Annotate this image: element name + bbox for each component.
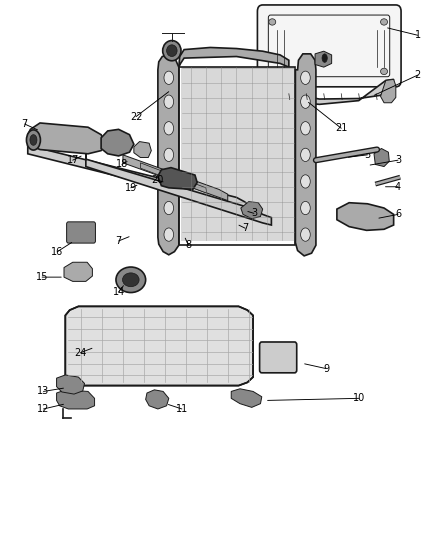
FancyBboxPatch shape: [260, 342, 297, 373]
FancyBboxPatch shape: [67, 222, 95, 243]
Polygon shape: [295, 54, 316, 256]
Polygon shape: [180, 67, 295, 241]
Text: 24: 24: [74, 348, 87, 358]
Polygon shape: [381, 79, 396, 103]
Ellipse shape: [164, 71, 173, 84]
Text: 20: 20: [151, 175, 163, 185]
Polygon shape: [134, 142, 151, 158]
Ellipse shape: [162, 41, 181, 61]
Text: 11: 11: [176, 404, 188, 414]
Text: 19: 19: [125, 183, 137, 193]
Ellipse shape: [381, 19, 388, 25]
Polygon shape: [57, 390, 95, 409]
Polygon shape: [158, 55, 179, 255]
Text: 7: 7: [21, 119, 28, 129]
Polygon shape: [146, 390, 169, 409]
Polygon shape: [241, 201, 263, 219]
Text: 12: 12: [37, 404, 49, 414]
Text: 10: 10: [353, 393, 365, 403]
Polygon shape: [28, 135, 250, 209]
Text: 16: 16: [51, 247, 64, 256]
Text: 14: 14: [113, 287, 125, 297]
Text: 22: 22: [130, 111, 142, 122]
Ellipse shape: [166, 45, 177, 56]
Ellipse shape: [300, 175, 310, 188]
Ellipse shape: [26, 130, 40, 150]
Polygon shape: [101, 130, 134, 156]
Ellipse shape: [300, 71, 310, 84]
Ellipse shape: [123, 273, 139, 287]
Ellipse shape: [164, 95, 173, 108]
Text: 9: 9: [323, 364, 329, 374]
Text: 3: 3: [251, 208, 257, 219]
Polygon shape: [141, 163, 207, 193]
Ellipse shape: [381, 68, 388, 75]
Text: 18: 18: [116, 159, 128, 169]
Ellipse shape: [269, 68, 276, 75]
FancyBboxPatch shape: [258, 5, 401, 87]
Polygon shape: [315, 51, 332, 67]
Text: 2: 2: [414, 70, 421, 80]
Polygon shape: [263, 79, 394, 104]
Polygon shape: [256, 80, 278, 108]
Ellipse shape: [116, 267, 146, 293]
Text: 13: 13: [37, 386, 49, 397]
Ellipse shape: [164, 228, 173, 241]
Ellipse shape: [300, 122, 310, 135]
Polygon shape: [64, 262, 92, 281]
Text: 5: 5: [364, 150, 371, 160]
Text: 21: 21: [335, 123, 347, 133]
Text: 7: 7: [242, 223, 248, 233]
Polygon shape: [65, 306, 253, 385]
Polygon shape: [231, 389, 262, 407]
Ellipse shape: [300, 148, 310, 161]
Polygon shape: [28, 123, 106, 154]
Ellipse shape: [164, 122, 173, 135]
Polygon shape: [179, 47, 289, 67]
Polygon shape: [123, 155, 228, 200]
Polygon shape: [86, 150, 272, 225]
Ellipse shape: [300, 95, 310, 108]
Ellipse shape: [164, 148, 173, 161]
Text: 4: 4: [395, 182, 401, 192]
Ellipse shape: [322, 54, 327, 62]
Text: 17: 17: [67, 155, 79, 165]
Text: 15: 15: [36, 272, 48, 282]
Polygon shape: [158, 167, 197, 189]
Text: 8: 8: [185, 240, 191, 250]
Text: 3: 3: [395, 155, 401, 165]
Text: 6: 6: [395, 209, 401, 220]
Ellipse shape: [30, 135, 37, 146]
Ellipse shape: [300, 228, 310, 241]
Text: 1: 1: [415, 30, 421, 41]
Ellipse shape: [300, 201, 310, 215]
Ellipse shape: [164, 201, 173, 215]
Polygon shape: [374, 149, 389, 166]
Text: 7: 7: [116, 236, 122, 246]
Polygon shape: [337, 203, 394, 230]
Ellipse shape: [269, 19, 276, 25]
Polygon shape: [57, 375, 85, 394]
Ellipse shape: [164, 175, 173, 188]
